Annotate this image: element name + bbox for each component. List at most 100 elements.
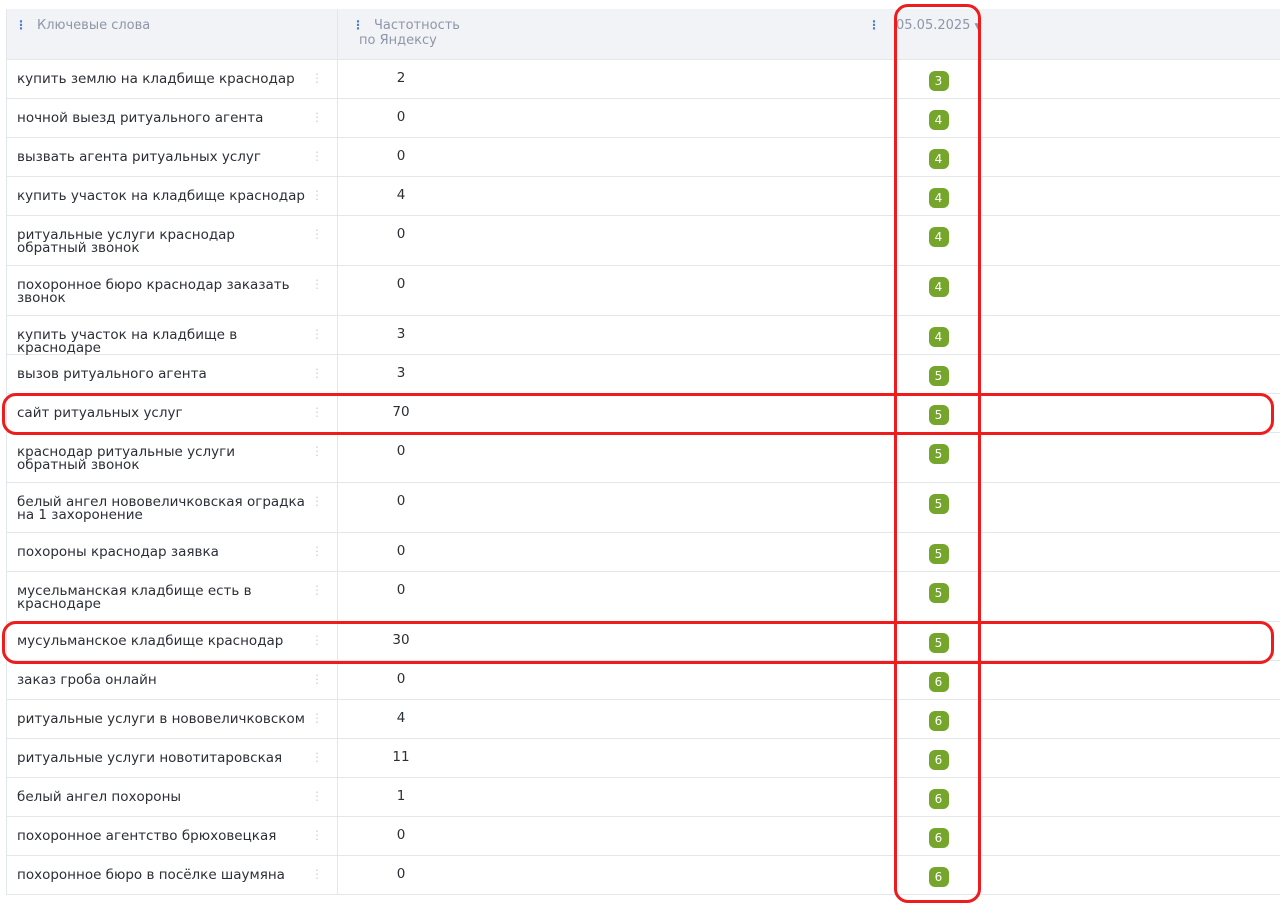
row-filler [981,433,1280,482]
drag-handle-icon[interactable]: ⋮ [311,110,323,124]
drag-handle-icon[interactable]: ⋮ [311,188,323,202]
position-cell: 5 [896,622,981,660]
position-cell: 4 [896,99,981,137]
position-cell: 6 [896,700,981,738]
column-menu-icon[interactable]: ⋮ [15,18,27,32]
position-badge: 6 [928,867,949,887]
keyword-cell: ритуальные услуги новотитаровская ⋮ [7,739,338,777]
header-filler [981,9,1280,59]
row-filler [981,316,1280,354]
position-cell: 6 [896,817,981,855]
row-filler [981,216,1280,265]
drag-handle-icon[interactable]: ⋮ [311,867,323,881]
keyword-cell: похоронное бюро краснодар заказать звоно… [7,266,338,315]
table-row: белый ангел нововеличковская оградка на … [7,483,1280,533]
drag-handle-icon[interactable]: ⋮ [311,327,323,341]
keyword-cell: ритуальные услуги краснодар обратный зво… [7,216,338,265]
frequency-cell: 11 [392,749,410,765]
position-cell: 3 [896,60,981,98]
column-header-frequency[interactable]: ⋮ Частотность по Яндексу ⋮ [352,18,880,48]
column-menu-icon[interactable]: ⋮ [868,18,880,32]
keyword-cell: вызвать агента ритуальных услуг ⋮ [7,138,338,176]
drag-handle-icon[interactable]: ⋮ [311,828,323,842]
keyword-cell: купить участок на кладбище в краснодаре ⋮ [7,316,338,355]
row-filler [981,661,1280,699]
drag-handle-icon[interactable]: ⋮ [311,444,323,458]
keyword-cell: белый ангел нововеличковская оградка на … [7,483,338,532]
table-row: похоронное агентство брюховецкая ⋮ 0 6 [7,817,1280,856]
row-filler [981,778,1280,816]
position-cell: 4 [896,177,981,215]
drag-handle-icon[interactable]: ⋮ [311,750,323,764]
frequency-cell: 30 [392,632,410,648]
frequency-cell: 0 [396,226,406,242]
frequency-cell: 0 [396,443,406,459]
position-badge: 6 [928,672,949,692]
drag-handle-icon[interactable]: ⋮ [311,633,323,647]
drag-handle-icon[interactable]: ⋮ [311,789,323,803]
column-header-date[interactable]: 05.05.2025 ▼ [896,18,982,33]
keyword-cell: ночной выезд ритуального агента ⋮ [7,99,338,137]
position-cell: 5 [896,433,981,482]
frequency-cell: 70 [392,404,410,420]
row-filler [981,99,1280,137]
position-cell: 5 [896,533,981,571]
drag-handle-icon[interactable]: ⋮ [311,544,323,558]
position-cell: 4 [896,216,981,265]
position-badge: 4 [928,277,949,297]
position-cell: 5 [896,483,981,532]
column-header-keywords[interactable]: ⋮ Ключевые слова [7,9,338,59]
position-badge: 4 [928,327,949,347]
row-filler [981,138,1280,176]
row-filler [981,700,1280,738]
position-badge: 5 [928,633,949,653]
table-row: заказ гроба онлайн ⋮ 0 6 [7,661,1280,700]
table-row: вызвать агента ритуальных услуг ⋮ 0 4 [7,138,1280,177]
drag-handle-icon[interactable]: ⋮ [311,149,323,163]
drag-handle-icon[interactable]: ⋮ [311,494,323,508]
table-header: ⋮ Ключевые слова ⋮ Частотность по Яндексу ⋮ … [7,9,1280,60]
keyword-cell: купить участок на кладбище краснодар ⋮ [7,177,338,215]
frequency-cell: 4 [396,187,406,203]
row-filler [981,739,1280,777]
table-row: похоронное бюро краснодар заказать звоно… [7,266,1280,316]
position-cell: 6 [896,778,981,816]
position-badge: 5 [928,583,949,603]
keyword-cell: сайт ритуальных услуг ⋮ [7,394,338,432]
drag-handle-icon[interactable]: ⋮ [311,405,323,419]
drag-handle-icon[interactable]: ⋮ [311,227,323,241]
drag-handle-icon[interactable]: ⋮ [311,672,323,686]
position-badge: 6 [928,789,949,809]
row-filler [981,817,1280,855]
keyword-cell: похоронное агентство брюховецкая ⋮ [7,817,338,855]
drag-handle-icon[interactable]: ⋮ [311,277,323,291]
keyword-cell: мусульманское кладбище краснодар ⋮ [7,622,338,660]
position-cell: 5 [896,355,981,393]
table-row: мусульманское кладбище краснодар ⋮ 30 5 [7,622,1280,661]
table-row: вызов ритуального агента ⋮ 3 5 [7,355,1280,394]
position-badge: 5 [928,544,949,564]
table-row: ритуальные услуги в нововеличковском ⋮ 4 … [7,700,1280,739]
drag-handle-icon[interactable]: ⋮ [311,71,323,85]
position-badge: 4 [928,110,949,130]
table-row: ночной выезд ритуального агента ⋮ 0 4 [7,99,1280,138]
drag-handle-icon[interactable]: ⋮ [311,583,323,597]
sort-arrow-icon[interactable]: ▼ [974,22,982,32]
frequency-cell: 3 [396,326,406,342]
row-filler [981,60,1280,98]
keyword-cell: купить землю на кладбище краснодар ⋮ [7,60,338,98]
frequency-cell: 2 [396,70,406,86]
drag-handle-icon[interactable]: ⋮ [311,711,323,725]
position-badge: 6 [928,750,949,770]
position-cell: 4 [896,138,981,176]
frequency-cell: 0 [396,827,406,843]
frequency-cell: 0 [396,543,406,559]
frequency-cell: 0 [396,109,406,125]
drag-handle-icon[interactable]: ⋮ [311,366,323,380]
table-row: купить участок на кладбище в краснодаре ⋮… [7,316,1280,355]
column-menu-icon[interactable]: ⋮ [352,18,364,32]
keyword-cell: вызов ритуального агента ⋮ [7,355,338,393]
position-badge: 4 [928,149,949,169]
position-cell: 6 [896,661,981,699]
table-row: похоронное бюро в посёлке шаумяна ⋮ 0 6 [7,856,1280,895]
